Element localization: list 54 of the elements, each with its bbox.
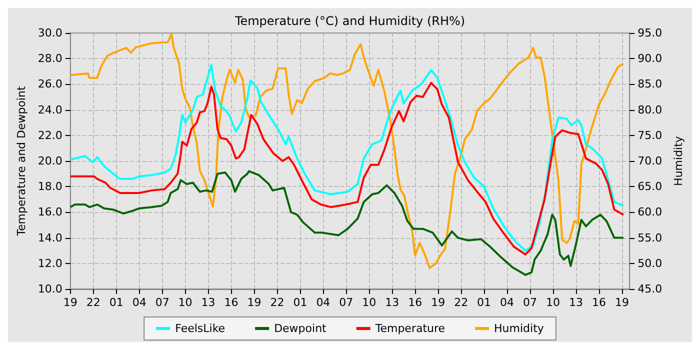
y2-tick-label: 90.0	[638, 52, 662, 66]
x-tick-label: 19	[614, 296, 629, 309]
y-axis-title: Temperature and Dewpoint	[15, 85, 28, 237]
y2-tick-label: 45.0	[638, 282, 662, 296]
y2-tick-label: 75.0	[638, 128, 662, 142]
y-tick-label: 18.0	[38, 180, 62, 194]
y2-tick-label: 50.0	[638, 256, 662, 270]
x-tick-label: 22	[86, 296, 100, 309]
x-tick-label: 22	[454, 296, 468, 309]
y2-tick-label: 60.0	[638, 206, 662, 219]
y2-tick-label: 65.0	[638, 180, 662, 194]
x-tick-label: 07	[155, 296, 170, 309]
x-tick-label: 01	[109, 296, 124, 309]
x-tick-label: 19	[431, 296, 446, 309]
y-tick-label: 30.0	[38, 26, 62, 40]
x-tick-label: 07	[339, 296, 354, 309]
y-tick-label: 14.0	[38, 231, 62, 244]
legend-label: Dewpoint	[274, 322, 328, 335]
x-tick-label: 16	[592, 296, 606, 309]
x-tick-label: 16	[408, 296, 422, 309]
y-tick-label: 12.0	[38, 256, 62, 270]
x-tick-label: 10	[546, 296, 560, 309]
x-tick-label: 13	[568, 296, 583, 309]
y2-tick-label: 85.0	[638, 78, 662, 91]
x-tick-label: 19	[247, 296, 262, 309]
x-tick-label: 19	[63, 296, 78, 309]
x-tick-label: 10	[362, 296, 376, 309]
y-tick-label: 24.0	[38, 103, 62, 116]
y-tick-label: 22.0	[38, 128, 62, 142]
x-tick-label: 04	[500, 296, 514, 309]
y-tick-label: 20.0	[38, 154, 62, 168]
chart-title: Temperature (°C) and Humidity (RH%)	[234, 14, 466, 28]
legend-label: Temperature	[374, 322, 446, 335]
legend-label: Humidity	[494, 322, 544, 335]
x-tick-label: 04	[132, 296, 146, 309]
y2-axis-title: Humidity	[672, 136, 685, 186]
y2-tick-label: 95.0	[638, 26, 662, 40]
y2-tick-label: 55.0	[638, 231, 662, 244]
y-tick-label: 10.0	[38, 282, 62, 296]
x-tick-label: 13	[385, 296, 400, 309]
x-tick-label: 13	[201, 296, 216, 309]
y2-tick-label: 70.0	[638, 154, 662, 168]
y2-tick-label: 80.0	[638, 103, 662, 116]
x-tick-label: 16	[224, 296, 238, 309]
y-tick-label: 16.0	[38, 206, 62, 219]
y-tick-label: 26.0	[38, 78, 62, 91]
y-tick-label: 28.0	[38, 52, 62, 66]
x-tick-label: 01	[477, 296, 492, 309]
x-tick-label: 22	[270, 296, 284, 309]
legend-label: FeelsLike	[175, 322, 226, 335]
x-tick-label: 07	[523, 296, 538, 309]
x-tick-label: 04	[316, 296, 330, 309]
x-tick-label: 10	[178, 296, 192, 309]
x-tick-label: 01	[293, 296, 308, 309]
